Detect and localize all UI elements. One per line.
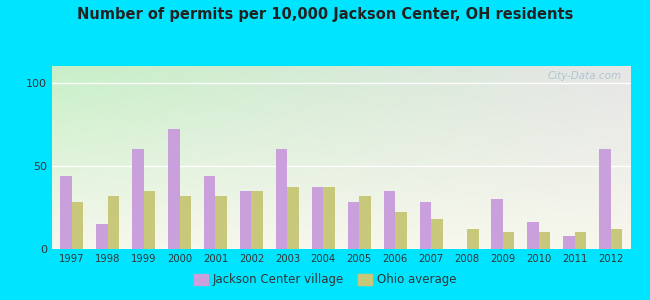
Bar	[611, 229, 622, 249]
Bar	[527, 222, 539, 249]
Text: Number of permits per 10,000 Jackson Center, OH residents: Number of permits per 10,000 Jackson Cen…	[77, 8, 573, 22]
Bar	[132, 149, 144, 249]
Bar	[108, 196, 119, 249]
Bar	[503, 232, 514, 249]
Bar	[60, 176, 72, 249]
Bar	[359, 196, 370, 249]
Bar	[491, 199, 503, 249]
Bar	[599, 149, 611, 249]
Bar	[252, 191, 263, 249]
Bar	[323, 188, 335, 249]
Bar	[216, 196, 227, 249]
Bar	[395, 212, 407, 249]
Bar	[276, 149, 287, 249]
Bar	[287, 188, 299, 249]
Bar	[467, 229, 478, 249]
Bar	[179, 196, 191, 249]
Bar	[431, 219, 443, 249]
Bar	[312, 188, 323, 249]
Legend: Jackson Center village, Ohio average: Jackson Center village, Ohio average	[189, 269, 461, 291]
Bar	[420, 202, 431, 249]
Bar	[204, 176, 216, 249]
Bar	[144, 191, 155, 249]
Bar	[240, 191, 252, 249]
Bar	[564, 236, 575, 249]
Bar	[539, 232, 551, 249]
Bar	[72, 202, 83, 249]
Text: City-Data.com: City-Data.com	[548, 71, 622, 82]
Bar	[168, 129, 179, 249]
Bar	[96, 224, 108, 249]
Bar	[348, 202, 359, 249]
Bar	[384, 191, 395, 249]
Bar	[575, 232, 586, 249]
